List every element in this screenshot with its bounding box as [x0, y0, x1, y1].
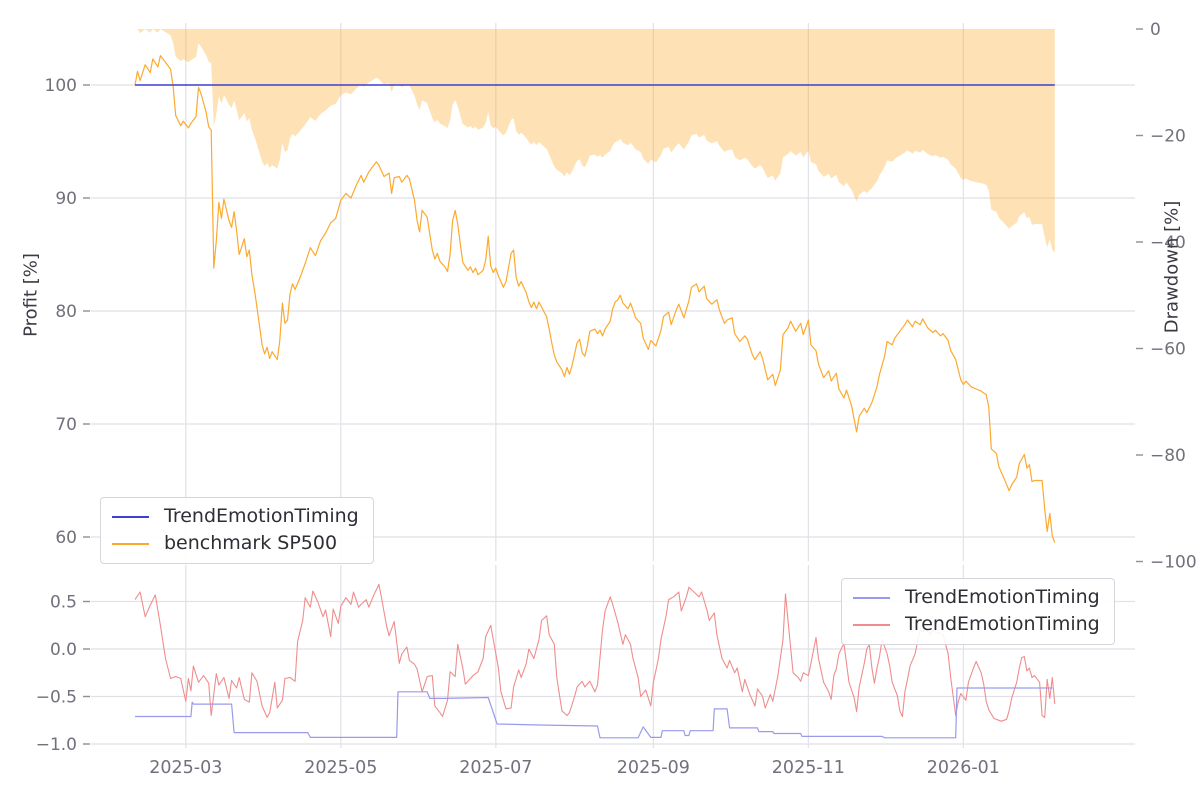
legend-item: benchmark SP500 [112, 531, 359, 554]
tick-label: 90 [55, 189, 77, 209]
line-swatch-position [853, 596, 890, 599]
line-swatch-benchmark [112, 542, 149, 545]
left-axis-label: Profit [%] [20, 253, 42, 337]
tick-label: 0.0 [50, 640, 77, 660]
legend-upper: TrendEmotionTiming benchmark SP500 [100, 497, 374, 564]
tick-label: 2025-11 [772, 758, 845, 778]
drawdown-fill [135, 29, 1055, 253]
tick-label: 2025-09 [617, 758, 690, 778]
tick-label: 2026-01 [927, 758, 1000, 778]
line-swatch-emotion [853, 623, 890, 626]
legend-item: TrendEmotionTiming [112, 505, 359, 527]
axis-ticks: 100 90 80 70 60 0 −20 −40 −60 −80 −100 0.5 0.0 −0.5 −1… [36, 20, 1197, 778]
drawdown-area [135, 29, 1055, 253]
legend-label: benchmark SP500 [164, 531, 338, 554]
tick-label: −0.5 [36, 688, 77, 708]
position-line [135, 687, 1053, 739]
tick-label: −100 [1150, 553, 1197, 573]
right-axis-label: Drawdown [%] [1161, 200, 1183, 334]
line-swatch-strategy [112, 515, 149, 518]
tick-label: 2025-05 [304, 758, 377, 778]
legend-label: TrendEmotionTiming [164, 505, 359, 527]
legend-item: TrendEmotionTiming [853, 586, 1100, 608]
gridlines [91, 23, 1135, 748]
tick-label: 2025-03 [149, 758, 222, 778]
legend-label: TrendEmotionTiming [905, 612, 1100, 635]
benchmark [134, 55, 1056, 543]
tick-label: 100 [45, 76, 77, 96]
tick-label: 2025-07 [459, 758, 532, 778]
tick-label: 80 [55, 302, 77, 322]
legend-item: TrendEmotionTiming [853, 612, 1100, 635]
tick-label: −40 [1150, 233, 1186, 253]
position [135, 687, 1053, 739]
tick-label: 60 [55, 528, 77, 548]
tick-label: 70 [55, 415, 77, 435]
tick-label: −60 [1150, 340, 1186, 360]
benchmark-line [134, 55, 1056, 543]
tick-label: 0 [1150, 20, 1161, 40]
tick-label: −20 [1150, 127, 1186, 147]
tick-label: −80 [1150, 446, 1186, 466]
tick-label: 0.5 [50, 593, 77, 613]
legend-lower: TrendEmotionTiming TrendEmotionTiming [841, 578, 1115, 645]
tick-label: −1.0 [36, 735, 77, 755]
legend-label: TrendEmotionTiming [905, 586, 1100, 608]
